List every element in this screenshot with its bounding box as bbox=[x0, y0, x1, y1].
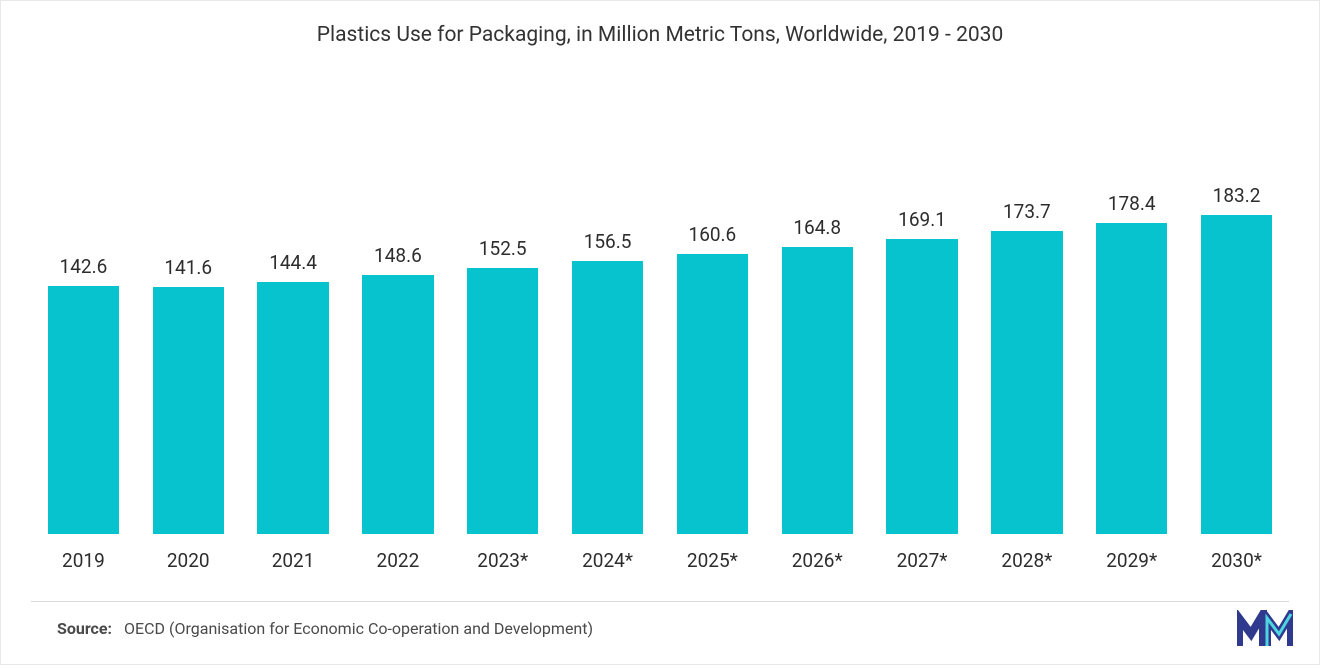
bar-value-label: 160.6 bbox=[689, 223, 737, 246]
x-axis-label: 2021 bbox=[241, 549, 346, 572]
x-axis-label: 2022 bbox=[345, 549, 450, 572]
bar-value-label: 164.8 bbox=[793, 216, 841, 239]
bar bbox=[782, 247, 853, 534]
x-axis-label: 2024* bbox=[555, 549, 660, 572]
bar-group: 178.4 bbox=[1079, 81, 1184, 534]
bar-value-label: 144.4 bbox=[269, 251, 317, 274]
bar-group: 152.5 bbox=[450, 81, 555, 534]
bar-value-label: 178.4 bbox=[1108, 192, 1156, 215]
bar-group: 169.1 bbox=[870, 81, 975, 534]
x-axis-label: 2025* bbox=[660, 549, 765, 572]
bar-value-label: 152.5 bbox=[479, 237, 527, 260]
x-axis-label: 2023* bbox=[450, 549, 555, 572]
x-axis-labels: 20192020202120222023*2024*2025*2026*2027… bbox=[31, 549, 1289, 572]
source-attribution: Source: OECD (Organisation for Economic … bbox=[57, 619, 593, 638]
bar-group: 156.5 bbox=[555, 81, 660, 534]
bar-value-label: 183.2 bbox=[1213, 184, 1261, 207]
bar-group: 142.6 bbox=[31, 81, 136, 534]
brand-logo-icon bbox=[1237, 610, 1293, 650]
bar bbox=[362, 275, 433, 534]
bar-group: 183.2 bbox=[1184, 81, 1289, 534]
footer-divider bbox=[31, 601, 1289, 602]
bar-value-label: 173.7 bbox=[1003, 200, 1051, 223]
bar-group: 148.6 bbox=[345, 81, 450, 534]
x-axis-label: 2020 bbox=[136, 549, 241, 572]
bar-group: 141.6 bbox=[136, 81, 241, 534]
bar bbox=[991, 231, 1062, 534]
x-axis-label: 2019 bbox=[31, 549, 136, 572]
source-text: OECD (Organisation for Economic Co-opera… bbox=[124, 619, 593, 638]
bar-value-label: 142.6 bbox=[60, 255, 108, 278]
x-axis-label: 2028* bbox=[974, 549, 1079, 572]
bar bbox=[1096, 223, 1167, 534]
bar-value-label: 148.6 bbox=[374, 244, 422, 267]
bar-chart-area: 142.6 141.6 144.4 148.6 152.5 156.5 160.6 164.8… bbox=[31, 81, 1289, 534]
bar bbox=[257, 282, 328, 534]
bar-group: 144.4 bbox=[241, 81, 346, 534]
chart-title: Plastics Use for Packaging, in Million M… bbox=[1, 1, 1319, 47]
bar bbox=[886, 239, 957, 534]
bar-group: 160.6 bbox=[660, 81, 765, 534]
x-axis-label: 2027* bbox=[870, 549, 975, 572]
bar-value-label: 141.6 bbox=[164, 256, 212, 279]
source-label: Source: bbox=[57, 619, 112, 638]
x-axis-label: 2030* bbox=[1184, 549, 1289, 572]
bar bbox=[1201, 215, 1272, 534]
bar-group: 173.7 bbox=[974, 81, 1079, 534]
bar bbox=[677, 254, 748, 534]
x-axis-label: 2029* bbox=[1079, 549, 1184, 572]
bar-value-label: 169.1 bbox=[898, 208, 946, 231]
bar-value-label: 156.5 bbox=[584, 230, 632, 253]
bar bbox=[572, 261, 643, 534]
bar-group: 164.8 bbox=[765, 81, 870, 534]
bar bbox=[467, 268, 538, 534]
bar bbox=[153, 287, 224, 534]
bar bbox=[48, 286, 119, 534]
x-axis-label: 2026* bbox=[765, 549, 870, 572]
